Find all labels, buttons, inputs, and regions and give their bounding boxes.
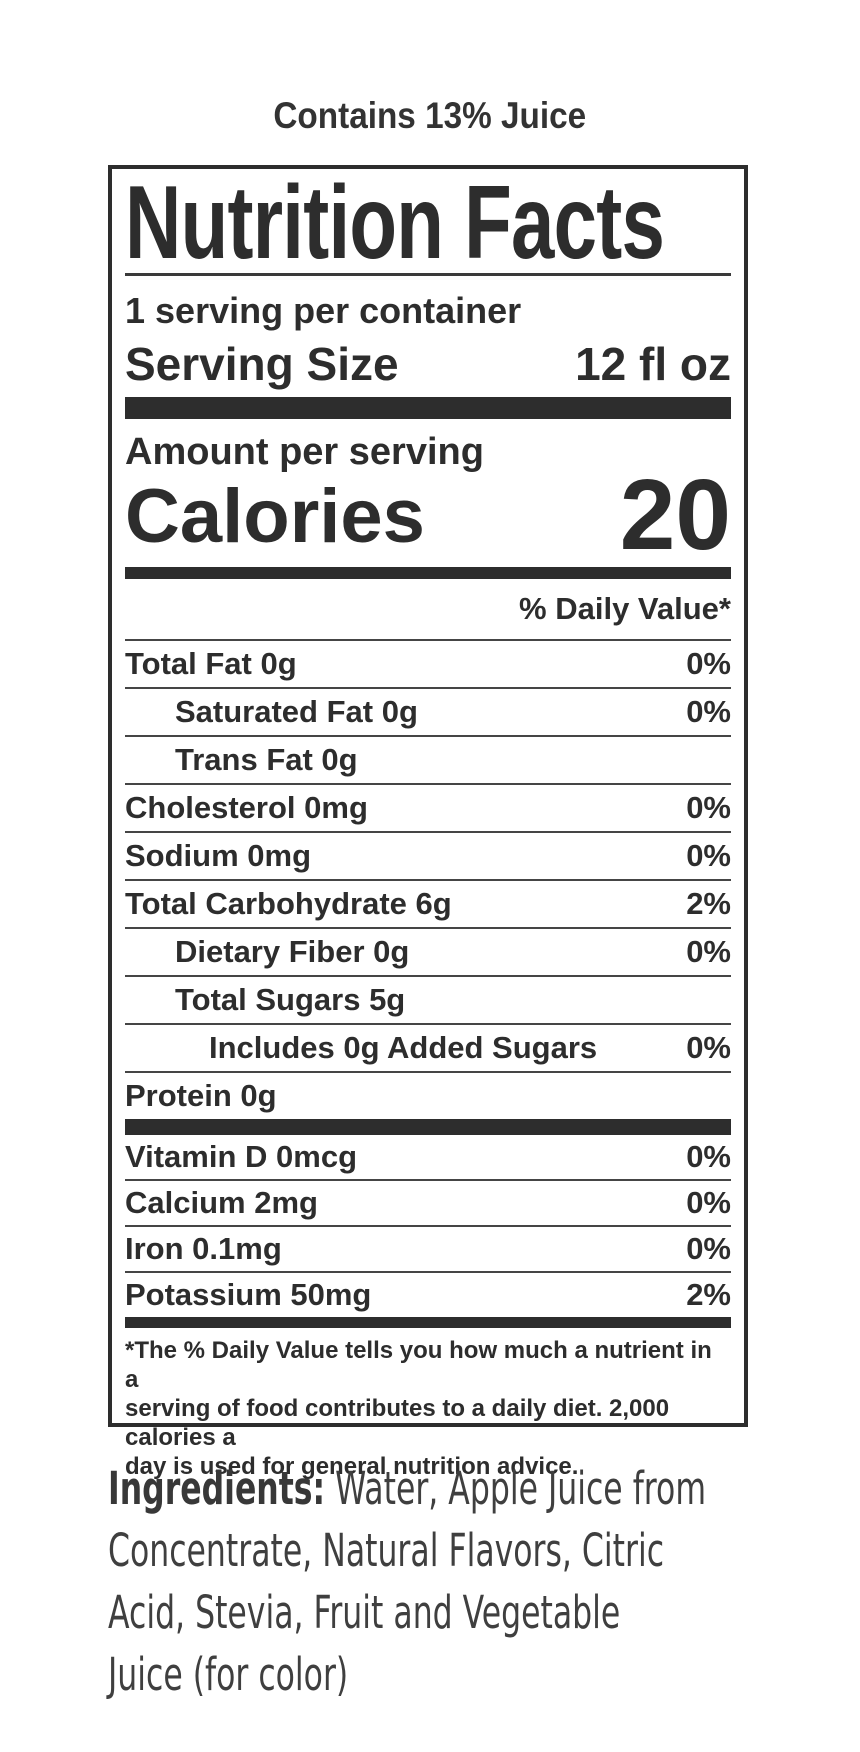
ingredients-line: Ingredients: Water, Apple Juice from	[108, 1458, 706, 1520]
vitamin-name: Calcium 2mg	[125, 1185, 318, 1220]
calories-value: 20	[619, 459, 731, 571]
ingredients-line: Acid, Stevia, Fruit and Vegetable	[108, 1586, 621, 1639]
vitamin-rows: Vitamin D 0mcg 0% Calcium 2mg 0% Iron 0.…	[125, 1135, 731, 1317]
nutrient-row-total-fat: Total Fat 0g 0%	[125, 641, 731, 689]
thick-divider-bar-top	[125, 397, 731, 419]
nutrient-name: Trans Fat 0g	[175, 742, 358, 777]
vitamin-name: Vitamin D 0mcg	[125, 1139, 358, 1174]
nutrition-facts-title-text: Nutrition Facts	[125, 165, 665, 281]
nutrient-dv: 0%	[686, 694, 731, 729]
calories-label: Calories	[125, 474, 425, 559]
nutrient-dv: 0%	[686, 646, 731, 681]
serving-size-value: 12 fl oz	[575, 338, 731, 390]
vitamin-row-potassium: Potassium 50mg 2%	[125, 1273, 731, 1317]
vitamin-name: Iron 0.1mg	[125, 1231, 282, 1266]
nutrient-dv: 2%	[686, 886, 731, 921]
nutrient-row-trans-fat: Trans Fat 0g	[125, 737, 731, 785]
vitamin-dv: 2%	[686, 1277, 731, 1312]
calories-row: Calories 20	[125, 459, 731, 571]
nutrient-name: Total Fat 0g	[125, 646, 297, 681]
vitamin-name: Potassium 50mg	[125, 1277, 372, 1312]
servings-per-container: 1 serving per container	[125, 290, 522, 331]
ingredients-line-text: Water, Apple Juice from	[325, 1462, 707, 1515]
calories-divider-bar	[125, 567, 731, 579]
vitamin-dv: 0%	[686, 1185, 731, 1220]
ingredients-line: Concentrate, Natural Flavors, Citric	[108, 1524, 665, 1577]
contains-juice-text: Contains 13% Juice	[273, 95, 587, 136]
contains-juice-claim: Contains 13% Juice	[0, 94, 860, 138]
footnote-line: day is used for general nutrition advice…	[125, 1453, 579, 1480]
nutrient-row-sodium: Sodium 0mg 0%	[125, 833, 731, 881]
vitamin-dv: 0%	[686, 1139, 731, 1174]
daily-value-footnote: *The % Daily Value tells you how much a …	[125, 1336, 731, 1481]
nutrient-name: Cholesterol 0mg	[125, 790, 368, 825]
nutrient-name: Includes 0g Added Sugars	[209, 1030, 598, 1065]
amount-per-serving-label: Amount per serving	[125, 431, 484, 473]
nutrient-row-protein: Protein 0g	[125, 1073, 731, 1119]
nutrient-row-total-sugars: Total Sugars 5g	[125, 977, 731, 1025]
serving-size-row: Serving Size 12 fl oz	[125, 340, 731, 388]
thick-divider-bar-protein	[125, 1119, 731, 1135]
nutrition-facts-panel: Nutrition Facts 1 serving per container …	[108, 165, 748, 1480]
nutrient-row-dietary-fiber: Dietary Fiber 0g 0%	[125, 929, 731, 977]
nutrient-row-saturated-fat: Saturated Fat 0g 0%	[125, 689, 731, 737]
vitamin-row-vitamin-d: Vitamin D 0mcg 0%	[125, 1135, 731, 1181]
ingredients-label: Ingredients:	[108, 1462, 326, 1515]
nutrient-dv: 0%	[686, 1030, 731, 1065]
nutrient-row-added-sugars: Includes 0g Added Sugars 0%	[125, 1025, 731, 1073]
nutrient-name: Protein 0g	[125, 1078, 277, 1113]
nutrient-name: Dietary Fiber 0g	[175, 934, 410, 969]
nutrient-dv: 0%	[686, 838, 731, 873]
nutrient-name: Saturated Fat 0g	[175, 694, 418, 729]
daily-value-header: % Daily Value*	[125, 591, 731, 641]
vitamin-dv: 0%	[686, 1231, 731, 1266]
footnote-line: *The % Daily Value tells you how much a …	[125, 1337, 712, 1393]
vitamin-row-iron: Iron 0.1mg 0%	[125, 1227, 731, 1273]
nutrient-row-cholesterol: Cholesterol 0mg 0%	[125, 785, 731, 833]
nutrient-dv: 0%	[686, 934, 731, 969]
serving-size-label: Serving Size	[125, 338, 399, 390]
nutrient-name: Sodium 0mg	[125, 838, 312, 873]
nutrient-rows: Total Fat 0g 0% Saturated Fat 0g 0% Tran…	[125, 641, 731, 1119]
nutrition-facts-title: Nutrition Facts	[125, 165, 731, 281]
nutrient-name: Total Carbohydrate 6g	[125, 886, 452, 921]
nutrient-dv: 0%	[686, 790, 731, 825]
footnote-line: serving of food contributes to a daily d…	[125, 1395, 670, 1451]
ingredients-line: Juice (for color)	[108, 1648, 349, 1701]
vitamin-row-calcium: Calcium 2mg 0%	[125, 1181, 731, 1227]
title-divider-rule	[125, 273, 731, 276]
nutrient-row-total-carbohydrate: Total Carbohydrate 6g 2%	[125, 881, 731, 929]
ingredients-paragraph: Ingredients: Water, Apple Juice from Con…	[108, 1458, 848, 1706]
bottom-divider-bar	[125, 1317, 731, 1328]
nutrient-name: Total Sugars 5g	[175, 982, 406, 1017]
